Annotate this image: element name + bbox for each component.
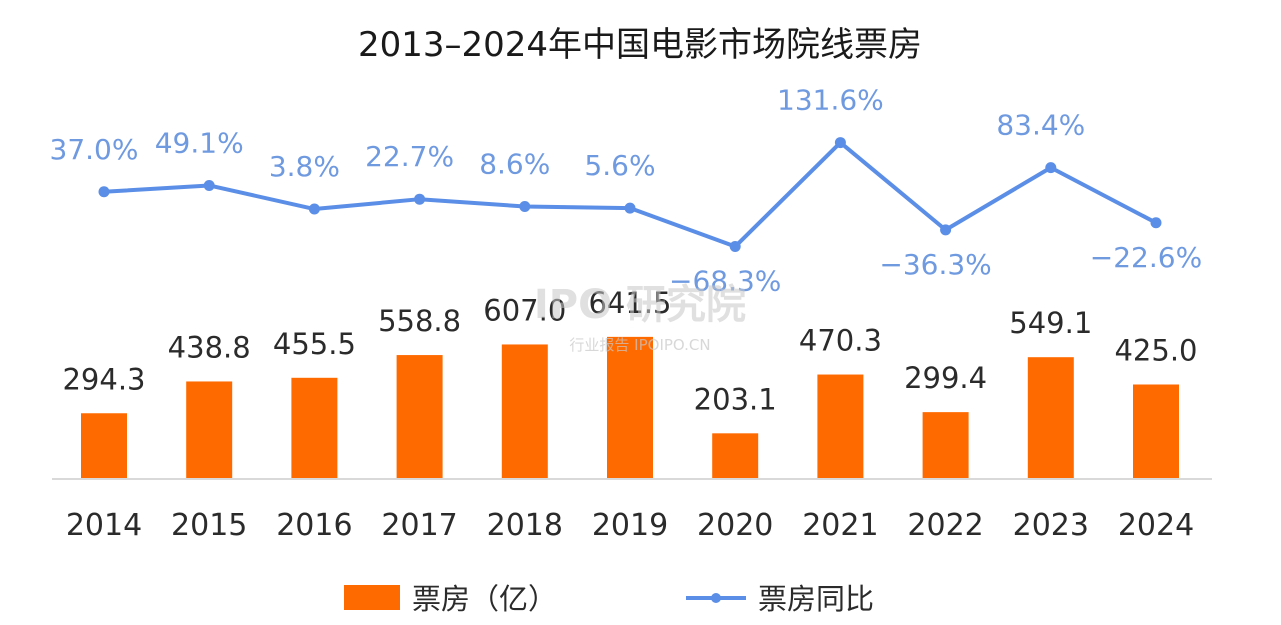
bar-value-label-2021: 470.3 — [799, 324, 882, 358]
x-tick-2017: 2017 — [381, 508, 457, 543]
bar-value-label-2015: 438.8 — [168, 330, 251, 364]
yoy-point-2015 — [203, 179, 215, 191]
legend-bar-swatch — [344, 585, 400, 610]
bar-2023 — [1027, 357, 1074, 478]
yoy-point-2021 — [834, 137, 846, 149]
bar-2022 — [922, 412, 969, 478]
yoy-label-2023: 83.4% — [996, 109, 1085, 142]
chart-title: 2013–2024年中国电影市场院线票房 — [358, 25, 922, 65]
watermark-sub: 行业报告 IPOIPO.CN — [569, 336, 710, 354]
bar-2015 — [186, 381, 233, 478]
bar-value-label-2023: 549.1 — [1009, 306, 1092, 340]
watermark: IPO 研究院 行业报告 IPOIPO.CN — [534, 282, 746, 354]
bar-labels-layer: 294.3 438.8 455.5 558.8 607.0 641.5 203.1 470.3… — [62, 286, 1197, 416]
x-tick-2019: 2019 — [592, 508, 668, 543]
legend: 票房（亿） 票房同比 — [344, 582, 874, 616]
bar-value-label-2020: 203.1 — [694, 382, 777, 416]
yoy-point-2018 — [519, 201, 531, 213]
yoy-point-2016 — [308, 203, 320, 215]
x-tick-2023: 2023 — [1013, 508, 1089, 543]
yoy-point-2022 — [940, 224, 952, 236]
legend-line-marker — [711, 593, 721, 603]
yoy-point-2019 — [624, 202, 636, 214]
x-tick-2020: 2020 — [697, 508, 773, 543]
yoy-label-2024: −22.6% — [1090, 241, 1202, 274]
bar-2021 — [817, 374, 864, 478]
x-tick-labels: 2014 2015 2016 2017 2018 2019 2020 2021 2022 2023… — [66, 508, 1194, 543]
x-tick-2014: 2014 — [66, 508, 142, 543]
yoy-label-2021: 131.6% — [777, 84, 884, 117]
bar-2014 — [81, 413, 127, 478]
yoy-label-2022: −36.3% — [879, 248, 991, 281]
yoy-point-2020 — [729, 241, 741, 253]
bar-value-label-2014: 294.3 — [62, 362, 145, 396]
yoy-label-2017: 22.7% — [365, 140, 454, 173]
bar-value-label-2018: 607.0 — [483, 293, 566, 327]
bar-2024 — [1133, 384, 1179, 478]
bar-value-label-2019: 641.5 — [588, 286, 671, 320]
bar-value-label-2022: 299.4 — [904, 361, 987, 395]
x-tick-2016: 2016 — [276, 508, 352, 543]
legend-line-label: 票房同比 — [758, 582, 874, 616]
x-tick-2021: 2021 — [802, 508, 878, 543]
yoy-label-2015: 49.1% — [155, 126, 244, 159]
bar-value-label-2017: 558.8 — [378, 304, 461, 338]
yoy-label-2019: 5.6% — [584, 149, 655, 182]
x-tick-2022: 2022 — [907, 508, 983, 543]
bar-2016 — [291, 377, 338, 478]
yoy-label-2014: 37.0% — [50, 133, 139, 166]
watermark-main: IPO 研究院 — [534, 282, 746, 328]
line-layer: 37.0% 49.1% 3.8% 22.7% 8.6% 5.6% −68.3% 131.6% −… — [50, 84, 1203, 298]
x-tick-2018: 2018 — [487, 508, 563, 543]
x-tick-2015: 2015 — [171, 508, 247, 543]
bar-2020 — [712, 433, 759, 478]
bar-value-label-2024: 425.0 — [1114, 334, 1197, 368]
yoy-label-2016: 3.8% — [269, 150, 340, 183]
legend-bar-label: 票房（亿） — [412, 582, 557, 616]
bar-2019 — [607, 336, 653, 478]
yoy-label-2018: 8.6% — [479, 148, 550, 181]
yoy-label-2020: −68.3% — [669, 265, 781, 298]
yoy-point-2024 — [1150, 217, 1162, 229]
bar-2017 — [396, 355, 443, 478]
x-tick-2024: 2024 — [1118, 508, 1194, 543]
bar-2018 — [501, 344, 548, 478]
yoy-point-2023 — [1045, 162, 1057, 174]
yoy-point-2014 — [98, 186, 110, 198]
yoy-point-2017 — [414, 193, 426, 205]
bars-layer — [81, 336, 1179, 478]
bar-value-label-2016: 455.5 — [273, 327, 356, 361]
